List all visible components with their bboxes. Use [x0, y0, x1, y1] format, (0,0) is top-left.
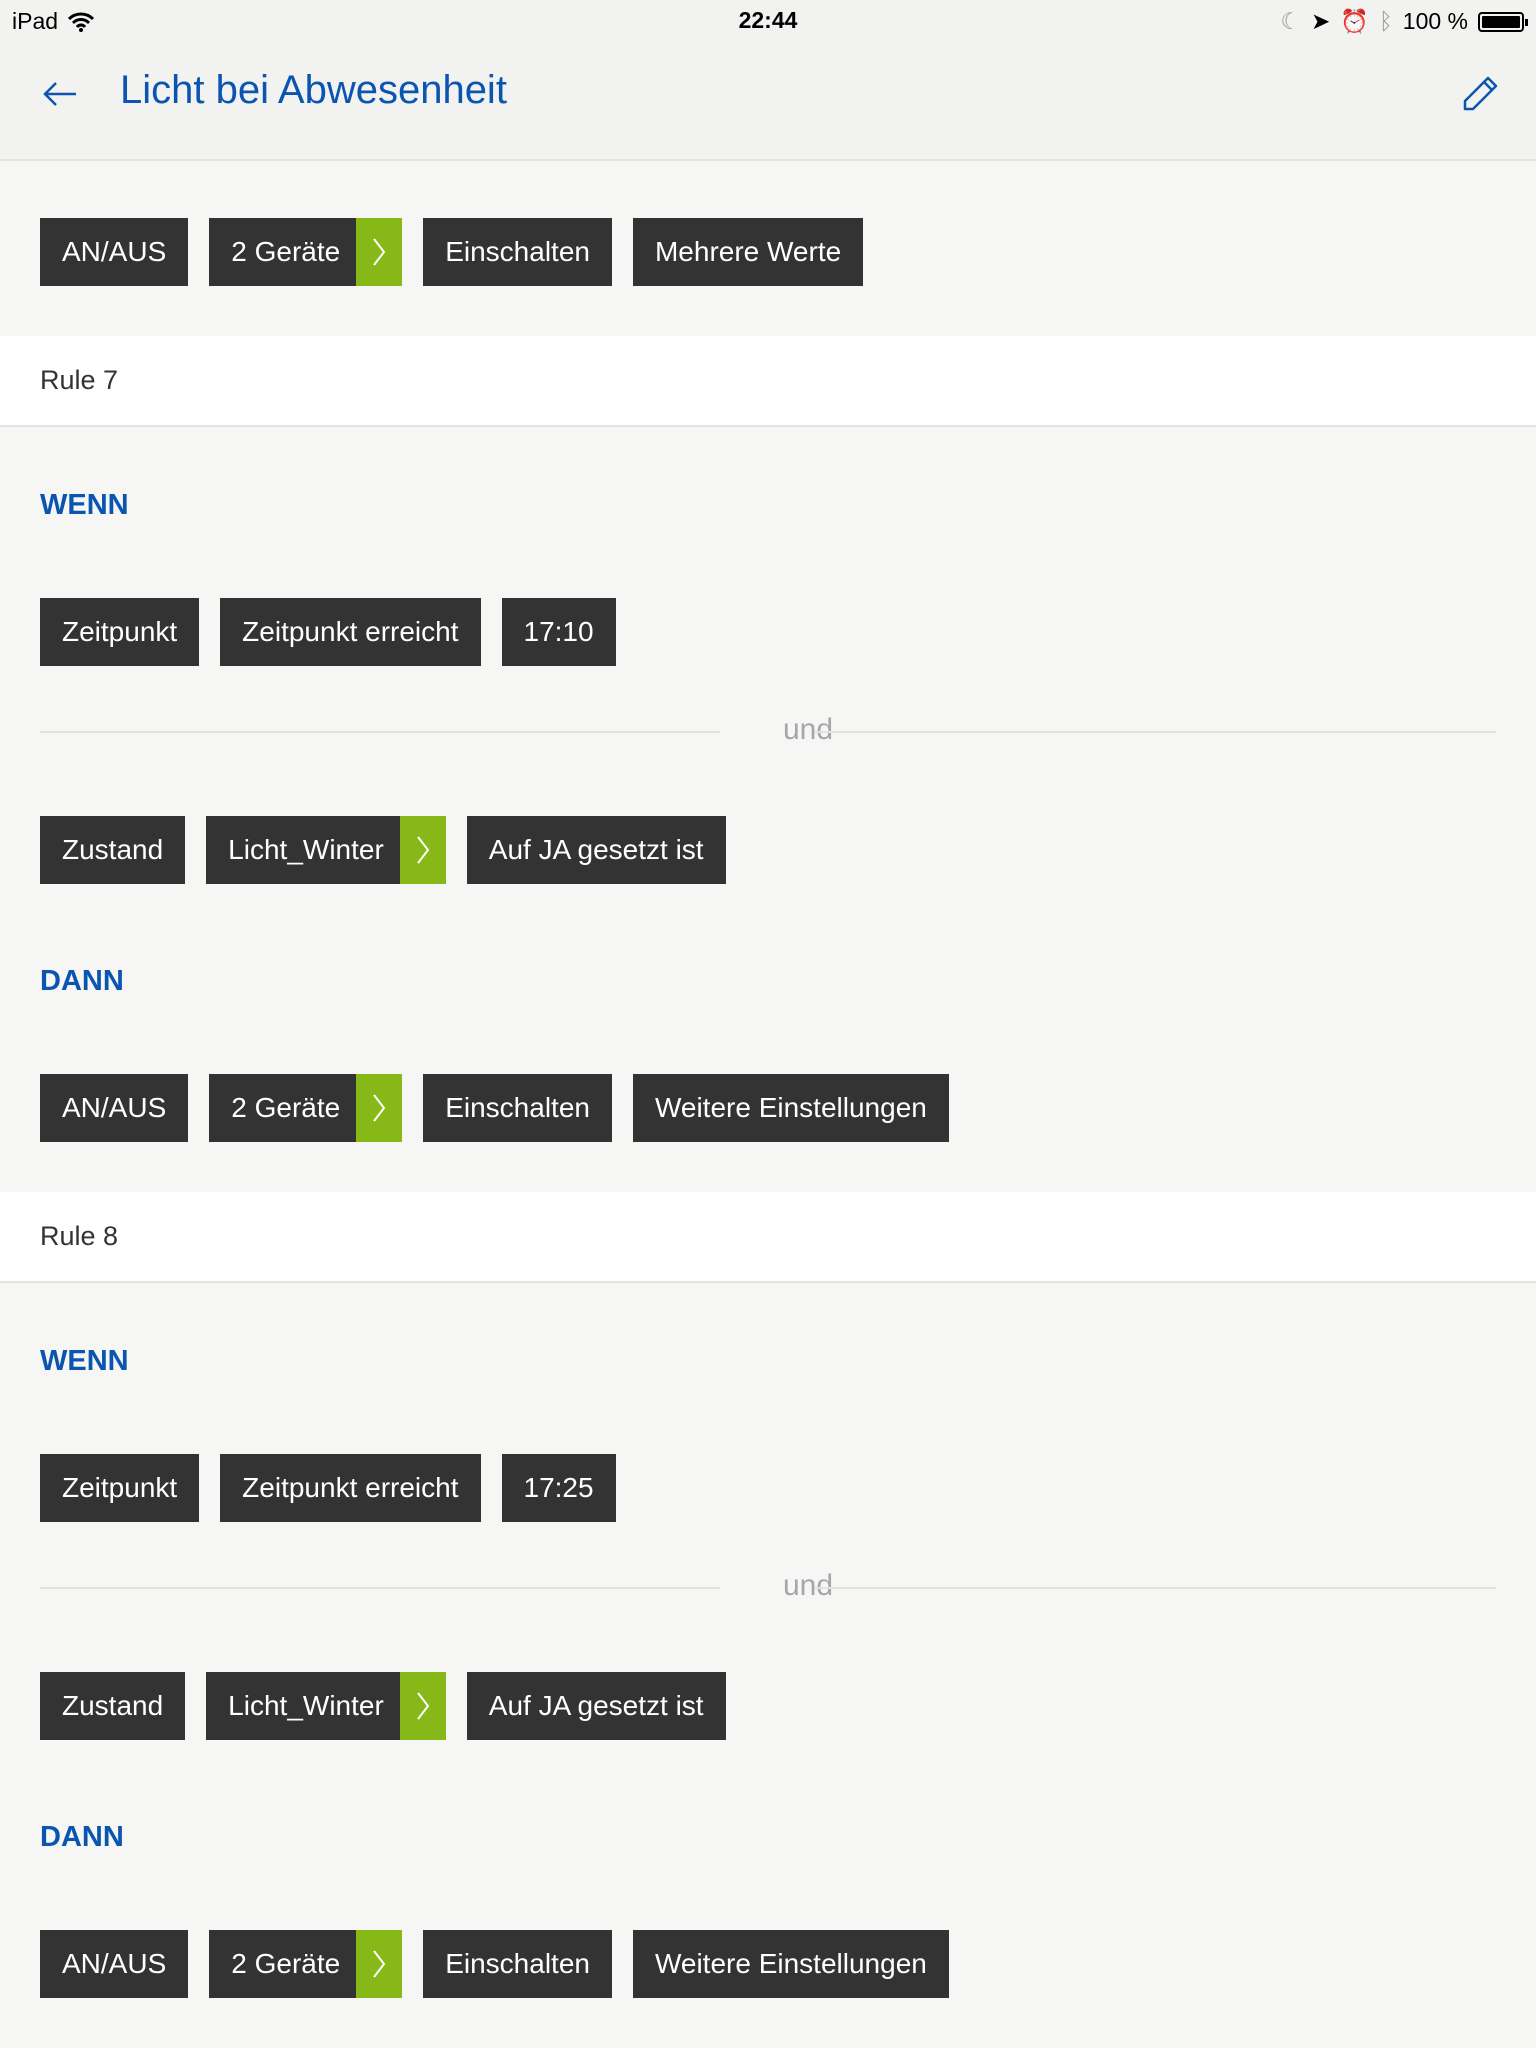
wifi-icon — [68, 12, 95, 32]
rule-name: Rule 8 — [40, 1221, 119, 1251]
arrow-left-icon[interactable] — [40, 74, 80, 114]
chip-values[interactable]: Mehrere Werte — [632, 218, 864, 286]
alarm-icon: ⏰ — [1340, 8, 1369, 34]
page-title: Licht bei Abwesenheit — [120, 68, 507, 112]
battery-icon — [1478, 11, 1528, 32]
action-row: AN/AUS 2 Geräte Einschalten Weitere Eins… — [40, 1930, 949, 1998]
chip-condition-type[interactable]: Zeitpunkt — [40, 598, 200, 666]
action-row: AN/AUS 2 Geräte Einschalten Weitere Eins… — [40, 1074, 949, 1142]
rule-body: WENN Zeitpunkt Zeitpunkt erreicht 17:10 … — [0, 427, 1536, 1191]
chip-type[interactable]: AN/AUS — [40, 1930, 189, 1998]
chevron-right-icon[interactable] — [356, 1930, 403, 1998]
divider-line — [815, 1587, 1496, 1589]
and-divider: und — [40, 1567, 1496, 1607]
chip-devices[interactable]: 2 Geräte — [209, 1930, 403, 1998]
chip-condition-trigger[interactable]: Zeitpunkt erreicht — [220, 598, 481, 666]
chip-type[interactable]: AN/AUS — [40, 218, 189, 286]
chevron-right-icon[interactable] — [356, 1074, 403, 1142]
chip-condition-trigger[interactable]: Zeitpunkt erreicht — [220, 1454, 481, 1522]
action-row: AN/AUS 2 Geräte Einschalten Mehrere Wert… — [40, 218, 864, 286]
status-bar: iPad 22:44 ☾ ➤ ⏰ ᛒ 100 % — [0, 0, 1536, 44]
chip-action[interactable]: Einschalten — [423, 1074, 612, 1142]
bluetooth-icon: ᛒ — [1378, 8, 1393, 34]
chevron-right-icon[interactable] — [399, 816, 446, 884]
device-label: iPad — [12, 8, 59, 34]
dann-heading: DANN — [40, 965, 124, 997]
location-icon: ➤ — [1311, 8, 1331, 34]
chip-condition-type[interactable]: Zustand — [40, 816, 186, 884]
rule-header[interactable]: Rule 7 — [0, 336, 1536, 427]
rule-body: WENN Zeitpunkt Zeitpunkt erreicht 17:25 … — [0, 1283, 1536, 2047]
chip-condition-time[interactable]: 17:10 — [501, 598, 616, 666]
divider-line — [815, 731, 1496, 733]
battery-percent: 100 % — [1402, 8, 1468, 34]
rule-header[interactable]: Rule 8 — [0, 1192, 1536, 1283]
clock: 22:44 — [738, 7, 798, 33]
and-label: und — [782, 1569, 834, 1602]
chevron-right-icon[interactable] — [356, 218, 403, 286]
chip-condition-type[interactable]: Zeitpunkt — [40, 1454, 200, 1522]
condition-row: Zustand Licht_Winter Auf JA gesetzt ist — [40, 816, 726, 884]
rule-name: Rule 7 — [40, 365, 119, 395]
chip-condition-time[interactable]: 17:25 — [501, 1454, 616, 1522]
chip-more-settings[interactable]: Weitere Einstellungen — [632, 1074, 949, 1142]
and-divider: und — [40, 711, 1496, 751]
divider-line — [40, 731, 720, 733]
chip-devices[interactable]: 2 Geräte — [209, 218, 403, 286]
chip-action[interactable]: Einschalten — [423, 218, 612, 286]
wenn-heading: WENN — [40, 1345, 129, 1377]
chip-devices[interactable]: 2 Geräte — [209, 1074, 403, 1142]
chip-condition-variable[interactable]: Licht_Winter — [206, 1672, 446, 1740]
condition-row: Zeitpunkt Zeitpunkt erreicht 17:10 — [40, 598, 616, 666]
chip-action[interactable]: Einschalten — [423, 1930, 612, 1998]
pencil-icon[interactable] — [1460, 74, 1500, 114]
chevron-right-icon[interactable] — [399, 1672, 446, 1740]
chip-condition-state[interactable]: Auf JA gesetzt ist — [466, 1672, 726, 1740]
divider-line — [40, 1587, 720, 1589]
condition-row: Zeitpunkt Zeitpunkt erreicht 17:25 — [40, 1454, 616, 1522]
dann-heading: DANN — [40, 1821, 124, 1853]
chip-condition-state[interactable]: Auf JA gesetzt ist — [466, 816, 726, 884]
chip-condition-type[interactable]: Zustand — [40, 1672, 186, 1740]
chip-condition-variable[interactable]: Licht_Winter — [206, 816, 446, 884]
chip-more-settings[interactable]: Weitere Einstellungen — [632, 1930, 949, 1998]
and-label: und — [782, 713, 834, 746]
wenn-heading: WENN — [40, 489, 129, 521]
nav-header: Licht bei Abwesenheit — [0, 44, 1536, 161]
chip-type[interactable]: AN/AUS — [40, 1074, 189, 1142]
condition-row: Zustand Licht_Winter Auf JA gesetzt ist — [40, 1672, 726, 1740]
moon-icon: ☾ — [1280, 8, 1302, 34]
